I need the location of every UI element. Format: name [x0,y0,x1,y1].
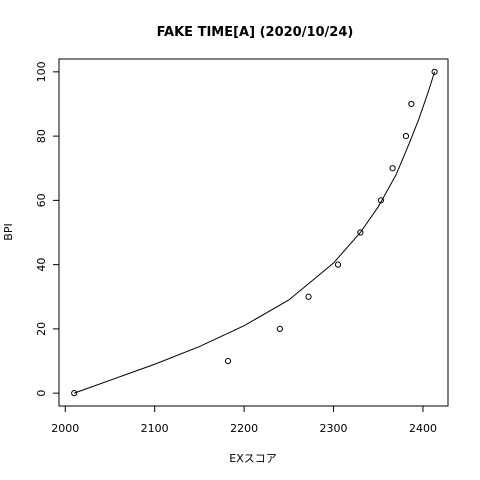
fit-curve-line [74,71,436,394]
data-point [276,325,283,332]
data-point [377,197,385,204]
y-axis: 0 20 40 60 80 100 [35,61,59,397]
y-tick-label: 60 [35,193,48,207]
fit-curve-layer [74,71,436,394]
x-axis-label: EXスコア [229,452,277,465]
data-point [431,68,438,75]
data-points-layer [71,68,438,397]
data-point [408,100,415,108]
y-tick-label: 100 [35,61,48,82]
data-point [71,390,78,397]
y-tick-label: 0 [35,390,48,397]
plot-box [58,58,449,407]
x-tick-label: 2300 [320,422,348,435]
x-tick-label: 2100 [141,422,169,435]
data-point [305,293,312,300]
x-tick-label: 2000 [51,422,79,435]
y-tick-label: 20 [35,322,48,336]
y-axis-label: BPI [2,223,15,240]
x-tick-label: 2200 [230,422,258,435]
data-point [224,357,232,365]
data-point [402,133,410,140]
chart-title: FAKE TIME[A] (2020/10/24) [157,25,354,40]
y-tick-label: 40 [35,258,48,272]
x-tick-label: 2400 [409,422,437,435]
data-point [334,261,342,268]
data-point [357,229,364,236]
x-axis: 2000 2100 2200 2300 2400 [51,406,437,435]
data-point [389,165,396,172]
y-tick-label: 80 [35,129,48,143]
